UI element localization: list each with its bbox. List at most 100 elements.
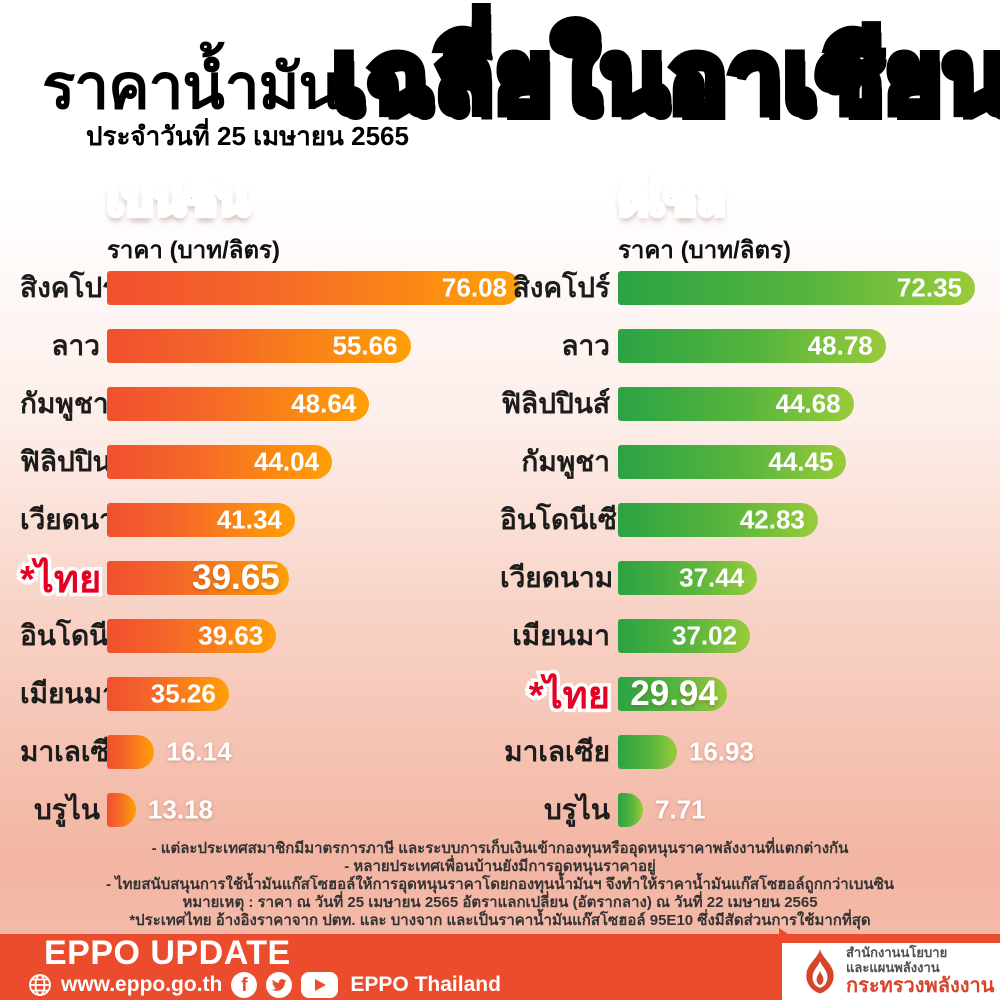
bar-track: 44.68 [618,387,975,421]
country-label: บรูไน [33,794,100,825]
price-bar: 37.02 [618,619,751,653]
price-bar: 42.83 [618,503,818,537]
agency-panel: สำนักงานนโยบาย และแผนพลังงาน กระทรวงพลัง… [782,943,1000,1000]
country-label: สิงคโปร์ [512,272,610,303]
country-label: กัมพูชา [521,446,610,477]
diesel-bars: สิงคโปร์ 72.35 ลาว 48.78 ฟิลิปปินส์ 44.68 กัมพ… [500,259,975,839]
website-link[interactable]: www.eppo.go.th [61,973,223,996]
price-bar: 44.04 [107,445,333,479]
country-label: เวียดนาม [500,562,614,593]
facebook-icon[interactable]: f [231,972,258,998]
price-value: 42.83 [739,504,805,535]
price-value: 7.71 [654,794,706,825]
bar-row: ฟิลิปปินส์ 44.68 [500,375,975,433]
footnote-line: - แต่ละประเทศสมาชิกมีมาตรการภาษี และระบบ… [151,840,849,857]
price-value: 37.02 [672,620,738,651]
country-label: กัมพูชา [20,388,109,419]
footnote-line: - หลายประเทศเพื่อนบ้านยังมีการอุดหนุนราค… [344,858,656,875]
bar-track: 48.78 [618,329,975,363]
benzine-chart: เบนซิน ราคา (บาท/ลิตร) สิงคโปร์ 76.08 ลาว 5… [20,168,520,848]
country-label: อินโดนีเซีย [20,620,154,651]
price-value: 13.18 [147,794,213,825]
bar-track: 48.64 [107,387,520,421]
benzine-chart-title: เบนซิน [107,168,249,228]
bar-row: เมียนมา 35.26 [20,665,520,723]
bar-row: *ไทย 29.94 [500,664,975,725]
price-bar: 44.68 [618,387,854,421]
price-bar: 55.66 [107,329,411,363]
bar-row: กัมพูชา 48.64 [20,375,520,433]
bar-row: มาเลเซีย 16.93 [500,723,975,781]
bar-track: 41.34 [107,503,520,537]
price-bar: 39.63 [107,619,277,653]
price-value: 29.94 [630,674,718,713]
price-bar: 16.14 [107,735,232,769]
bar-row: อินโดนีเซีย 39.63 [20,607,520,665]
brand-title: EPPO UPDATE [44,934,291,972]
bar-row: ฟิลิปปินส์ 44.04 [20,433,520,491]
price-value: 35.26 [150,678,216,709]
bar-row: มาเลเซีย 16.14 [20,723,520,781]
footnote-line: - ไทยสนับสนุนการใช้น้ำมันแก๊สโซฮอล์ให้กา… [105,876,895,893]
bar-row: สิงคโปร์ 72.35 [500,259,975,317]
footer-info: www.eppo.go.th f EPPO Thailand [28,972,501,998]
social-account-name: EPPO Thailand [350,973,501,996]
price-value: 44.68 [775,388,841,419]
bar-track: 13.18 [107,793,520,827]
price-bar: 48.78 [618,329,886,363]
twitter-icon[interactable] [266,972,293,998]
country-label: ฟิลิปปินส์ [20,446,129,477]
bar-track: 42.83 [618,503,975,537]
price-value: 16.93 [688,736,754,767]
country-label: อินโดนีเซีย [500,504,634,535]
price-value: 44.45 [768,446,834,477]
country-label: บรูไน [543,794,610,825]
price-bar: 13.18 [107,793,213,827]
footnotes: - แต่ละประเทศสมาชิกมีมาตรการภาษี และระบบ… [0,840,1000,930]
bar-track: 44.04 [107,445,520,479]
price-value: 41.34 [216,504,282,535]
price-bar: 39.65 [107,558,289,597]
agency-ministry: กระทรวงพลังงาน [846,975,995,997]
bar-track: 39.65 [107,558,520,597]
country-label-highlight: *ไทย [20,548,101,609]
country-label: ลาว [561,330,610,361]
price-value: 48.78 [807,330,873,361]
country-label: ลาว [51,330,100,361]
country-label-highlight: *ไทย [500,664,610,725]
country-label: เวียดนาม [20,504,134,535]
globe-icon [28,973,52,997]
bar-row: *ไทย 39.65 [20,548,520,609]
footnote-line: หมายเหตุ : ราคา ณ วันที่ 25 เมษายน 2565 … [182,894,818,911]
bar-track: 44.45 [618,445,975,479]
country-label: ฟิลิปปินส์ [501,388,610,419]
price-bar: 16.93 [618,735,754,769]
diesel-chart-subtitle: ราคา (บาท/ลิตร) [618,237,791,264]
diesel-chart: ดีเซล ราคา (บาท/ลิตร) สิงคโปร์ 72.35 ลาว 48… [500,168,975,848]
price-value: 48.64 [291,388,357,419]
bar-row: กัมพูชา 44.45 [500,433,975,491]
bar-row: เวียดนาม 41.34 [20,491,520,549]
price-value: 16.14 [166,736,232,767]
bar-track: 37.02 [618,619,975,653]
country-label: เมียนมา [20,678,118,709]
bar-row: บรูไน 7.71 [500,781,975,839]
price-bar: 35.26 [107,677,229,711]
price-bar: 37.44 [618,561,758,595]
price-bar: 7.71 [618,793,706,827]
youtube-icon[interactable] [301,972,339,998]
price-bar: 48.64 [107,387,370,421]
bar-track: 37.44 [618,561,975,595]
bar-row: เวียดนาม 37.44 [500,549,975,607]
bar-track: 72.35 [618,271,975,305]
bar-row: สิงคโปร์ 76.08 [20,259,520,317]
bar-track: 76.08 [107,271,520,305]
flame-icon [802,948,838,996]
price-value: 72.35 [896,272,962,303]
bar-row: อินโดนีเซีย 42.83 [500,491,975,549]
price-bar: 41.34 [107,503,295,537]
price-value: 55.66 [332,330,398,361]
bar-track: 16.14 [107,735,520,769]
price-value: 44.04 [254,446,320,477]
